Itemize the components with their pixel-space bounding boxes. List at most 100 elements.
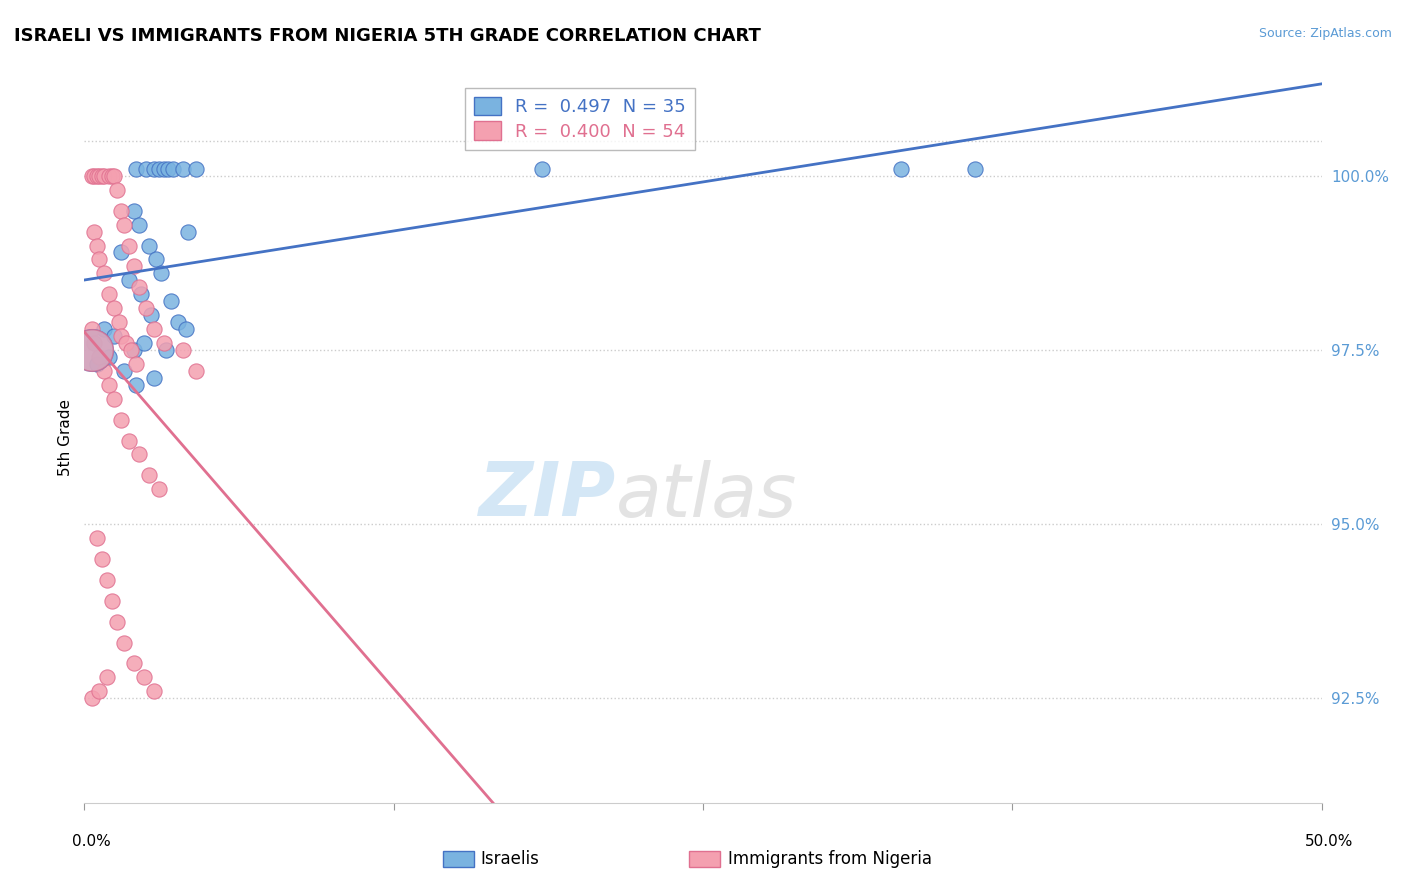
Point bbox=[89, 252, 111, 267]
Point bbox=[135, 161, 157, 176]
Point bbox=[148, 161, 170, 176]
Point bbox=[128, 218, 150, 232]
Point bbox=[83, 169, 105, 183]
Point bbox=[103, 169, 125, 183]
Point bbox=[129, 287, 152, 301]
Point bbox=[142, 322, 165, 336]
Point bbox=[98, 350, 121, 364]
Point bbox=[83, 225, 105, 239]
Point bbox=[118, 434, 141, 448]
Point bbox=[135, 301, 157, 316]
Point bbox=[122, 203, 145, 218]
Point bbox=[112, 218, 135, 232]
Point bbox=[184, 161, 207, 176]
Point bbox=[122, 343, 145, 357]
Point bbox=[118, 273, 141, 287]
Point bbox=[93, 322, 115, 336]
Point bbox=[148, 483, 170, 497]
Point bbox=[80, 691, 103, 706]
Point bbox=[152, 161, 174, 176]
Point bbox=[86, 238, 108, 252]
Point bbox=[80, 169, 103, 183]
Point bbox=[80, 343, 103, 357]
Point bbox=[141, 308, 163, 322]
Point bbox=[93, 169, 115, 183]
Point bbox=[160, 294, 183, 309]
Point bbox=[100, 594, 122, 608]
Point bbox=[89, 350, 111, 364]
Text: ISRAELI VS IMMIGRANTS FROM NIGERIA 5TH GRADE CORRELATION CHART: ISRAELI VS IMMIGRANTS FROM NIGERIA 5TH G… bbox=[14, 27, 761, 45]
Point bbox=[890, 161, 912, 176]
Y-axis label: 5th Grade: 5th Grade bbox=[58, 399, 73, 475]
Point bbox=[103, 392, 125, 406]
Point bbox=[98, 377, 121, 392]
Point bbox=[120, 343, 142, 357]
Point bbox=[145, 252, 167, 267]
Point bbox=[142, 684, 165, 698]
Point bbox=[167, 315, 190, 329]
Point bbox=[122, 657, 145, 671]
Point bbox=[138, 468, 160, 483]
Point bbox=[174, 322, 197, 336]
Point bbox=[83, 336, 105, 351]
Point bbox=[118, 238, 141, 252]
Point bbox=[172, 343, 194, 357]
Text: Israelis: Israelis bbox=[481, 850, 540, 868]
Point bbox=[128, 448, 150, 462]
Point bbox=[93, 364, 115, 378]
Point bbox=[96, 670, 118, 684]
Text: 0.0%: 0.0% bbox=[72, 834, 111, 849]
Point bbox=[100, 169, 122, 183]
Point bbox=[110, 412, 132, 426]
Point bbox=[142, 371, 165, 385]
Legend: R =  0.497  N = 35, R =  0.400  N = 54: R = 0.497 N = 35, R = 0.400 N = 54 bbox=[464, 87, 695, 150]
Text: ZIP: ZIP bbox=[479, 459, 616, 533]
Point bbox=[86, 357, 108, 371]
Point bbox=[80, 343, 103, 357]
Point bbox=[86, 169, 108, 183]
Point bbox=[103, 301, 125, 316]
Point bbox=[132, 670, 155, 684]
Text: 50.0%: 50.0% bbox=[1305, 834, 1353, 849]
Point bbox=[152, 336, 174, 351]
Point bbox=[125, 377, 148, 392]
Point bbox=[142, 161, 165, 176]
Point bbox=[105, 183, 128, 197]
Point bbox=[110, 329, 132, 343]
Text: Immigrants from Nigeria: Immigrants from Nigeria bbox=[728, 850, 932, 868]
Point bbox=[112, 364, 135, 378]
Point bbox=[125, 161, 148, 176]
Point bbox=[103, 329, 125, 343]
Point bbox=[93, 266, 115, 280]
Point bbox=[110, 203, 132, 218]
Point bbox=[531, 161, 554, 176]
Point bbox=[86, 531, 108, 545]
Point bbox=[105, 615, 128, 629]
Point bbox=[90, 552, 112, 566]
Point bbox=[172, 161, 194, 176]
Point bbox=[138, 238, 160, 252]
Point bbox=[150, 266, 173, 280]
Point bbox=[112, 635, 135, 649]
Point bbox=[162, 161, 184, 176]
Point bbox=[108, 315, 131, 329]
Point bbox=[98, 169, 121, 183]
Point bbox=[125, 357, 148, 371]
Point bbox=[177, 225, 200, 239]
Point bbox=[115, 336, 138, 351]
Point bbox=[965, 161, 987, 176]
Point bbox=[90, 169, 112, 183]
Point bbox=[89, 169, 111, 183]
Point bbox=[155, 343, 177, 357]
Text: atlas: atlas bbox=[616, 459, 797, 532]
Point bbox=[110, 245, 132, 260]
Point bbox=[96, 573, 118, 587]
Point bbox=[98, 287, 121, 301]
Point bbox=[132, 336, 155, 351]
Point bbox=[128, 280, 150, 294]
Point bbox=[80, 322, 103, 336]
Point bbox=[184, 364, 207, 378]
Point bbox=[157, 161, 180, 176]
Point bbox=[89, 684, 111, 698]
Text: Source: ZipAtlas.com: Source: ZipAtlas.com bbox=[1258, 27, 1392, 40]
